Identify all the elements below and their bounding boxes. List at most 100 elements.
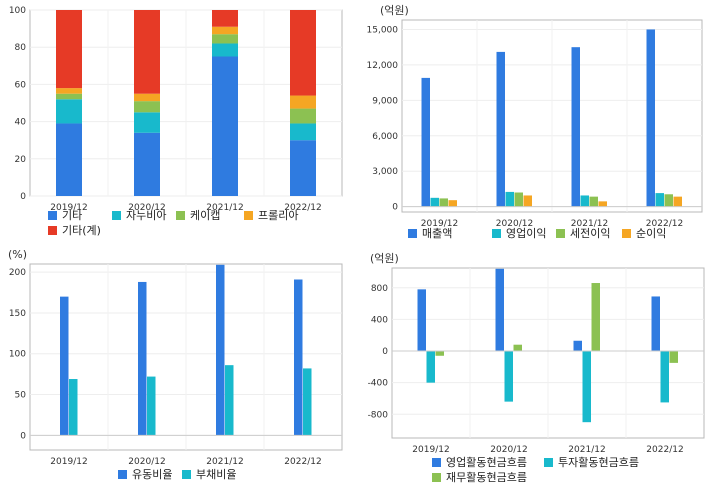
legend-swatch: [244, 211, 253, 220]
x-tick-label: 2020/12: [128, 457, 165, 467]
legend-swatch: [118, 470, 127, 479]
ratio-chart: (%) 0 50 100 150 200 2019/12 2020/12 2021/12 2022…: [8, 248, 343, 481]
bar: [496, 51, 505, 207]
bar-segment: [56, 123, 82, 196]
x-tick-label: 2022/12: [284, 457, 321, 467]
bar-segment: [290, 95, 316, 109]
y-tick-label: 40: [15, 118, 27, 128]
bar: [591, 283, 600, 352]
bar: [573, 340, 582, 352]
x-tick-label: 2019/12: [412, 445, 449, 455]
legend-swatch: [408, 229, 417, 238]
legend-label: 자누비아: [126, 209, 166, 222]
bar-segment: [134, 10, 160, 94]
bar: [669, 351, 678, 363]
x-tick-label: 2022/12: [646, 445, 683, 455]
bar: [448, 200, 457, 207]
bar-segment: [134, 112, 160, 133]
bar-segment: [290, 140, 316, 196]
bar: [505, 191, 514, 207]
bar: [60, 296, 69, 436]
y-tick-label: 12,000: [367, 61, 399, 71]
y-tick-label: 6,000: [372, 132, 398, 142]
y-tick-label: 400: [371, 315, 388, 325]
bar: [673, 196, 682, 207]
legend-label: 투자활동현금흐름: [558, 455, 639, 469]
y-tick-label: -800: [368, 410, 389, 420]
legend-swatch: [432, 458, 441, 467]
cashflow-chart: (억원) -800 -400 0 400 800 2019/12 2020/12 2021/12…: [368, 252, 705, 484]
bar: [655, 193, 664, 207]
y-tick-label: 200: [9, 268, 26, 278]
legend-label: 프롤리아: [258, 209, 298, 222]
bar: [303, 368, 312, 436]
bar-segment: [212, 43, 238, 57]
bar: [294, 279, 303, 436]
bar: [571, 47, 580, 207]
legend-label: 매출액: [422, 227, 452, 240]
bar: [430, 197, 439, 207]
bar: [660, 351, 669, 403]
y-tick-label: 80: [15, 43, 27, 53]
legend-label: 유동비율: [132, 468, 172, 481]
bar: [504, 351, 513, 402]
x-tick-label: 2021/12: [206, 457, 243, 467]
legend-swatch: [182, 470, 191, 479]
bar: [138, 281, 147, 436]
bar-segment: [134, 93, 160, 102]
legend-label: 부채비율: [196, 468, 236, 481]
legend-swatch: [492, 229, 501, 238]
legend-swatch: [432, 473, 441, 482]
bar: [664, 194, 673, 207]
bar-segment: [56, 88, 82, 94]
income-chart: (억원) 0 3,000 6,000 9,000 12,000 15,000 2019/12 2…: [367, 4, 703, 240]
legend-label: 기타: [62, 209, 82, 222]
bar: [147, 376, 156, 436]
x-tick-label: 2020/12: [490, 445, 527, 455]
y-tick-label: 0: [382, 347, 388, 357]
y-tick-label: 0: [20, 431, 26, 441]
bar: [435, 351, 444, 356]
legend-swatch: [622, 229, 631, 238]
legend-label: 영업활동현금흐름: [446, 455, 527, 469]
x-tick-label: 2021/12: [206, 203, 243, 213]
bar: [225, 365, 234, 436]
bar-segment: [290, 123, 316, 141]
bar-segment: [56, 93, 82, 100]
y-tick-label: 0: [20, 192, 26, 202]
legend-label: 재무활동현금흐름: [446, 470, 527, 484]
x-tick-label: 2019/12: [50, 457, 87, 467]
y-tick-label: 800: [371, 284, 388, 294]
bar: [439, 198, 448, 207]
bar: [495, 268, 504, 352]
legend-label: 세전이익: [570, 227, 610, 240]
x-tick-label: 2020/12: [128, 203, 165, 213]
bar-segment: [56, 10, 82, 89]
y-tick-label: 50: [15, 391, 27, 401]
y-tick-label: 3,000: [372, 167, 398, 177]
legend-label: 케이캡: [190, 209, 220, 222]
bar-segment: [212, 34, 238, 44]
legend-swatch: [48, 226, 57, 235]
bar: [582, 351, 591, 423]
legend-label: 순이익: [636, 227, 666, 240]
bar-segment: [290, 108, 316, 124]
bar: [514, 192, 523, 207]
x-tick-label: 2022/12: [646, 219, 683, 229]
bar-segment: [212, 10, 238, 27]
bar: [589, 196, 598, 207]
legend-swatch: [544, 458, 553, 467]
legend-swatch: [48, 211, 57, 220]
y-tick-label: 150: [9, 309, 26, 319]
x-tick-label: 2019/12: [421, 219, 458, 229]
bar-segment: [56, 99, 82, 124]
x-tick-label: 2021/12: [571, 219, 608, 229]
legend-swatch: [556, 229, 565, 238]
stacked-share-chart: 0 20 40 60 80 100 2019/12 2020/12 2021/12 2022/12…: [9, 6, 343, 237]
unit-label: (%): [8, 248, 27, 261]
bar-segment: [290, 10, 316, 96]
bar: [421, 77, 430, 207]
y-tick-label: -400: [368, 379, 389, 389]
y-tick-label: 15,000: [367, 25, 399, 35]
bar: [646, 29, 655, 207]
